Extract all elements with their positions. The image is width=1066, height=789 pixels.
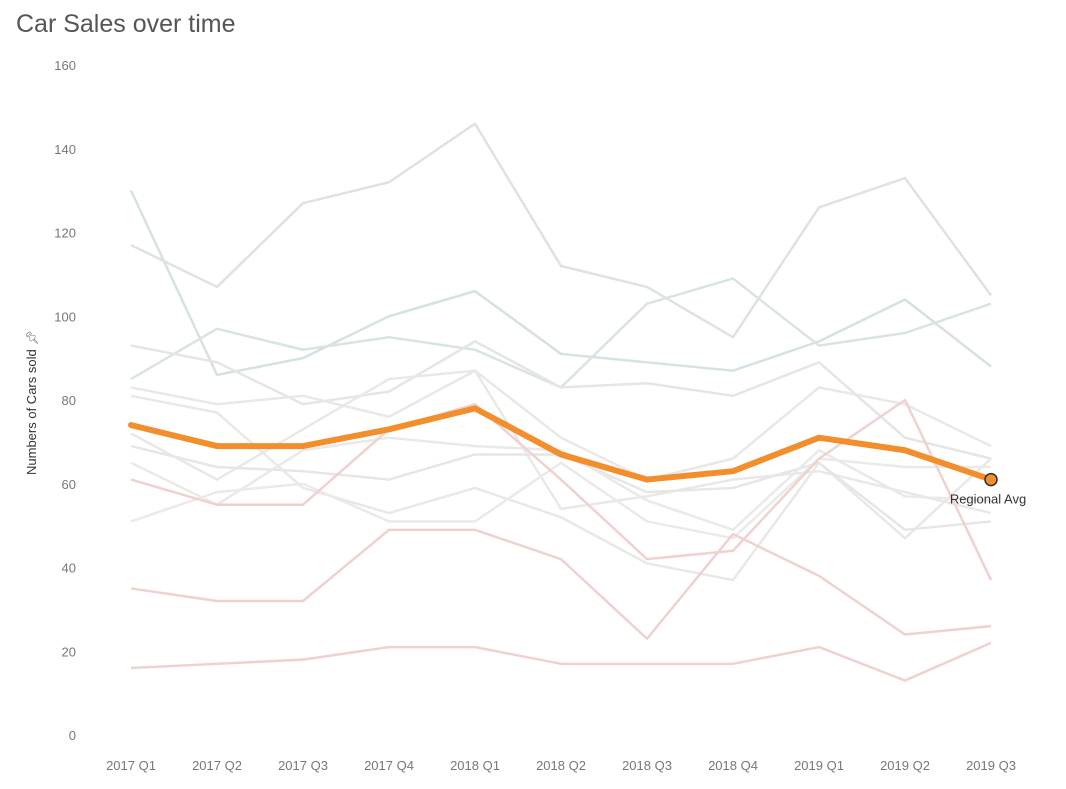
y-tick-label: 80 [62,393,76,408]
series-line[interactable] [130,436,992,532]
x-tick-label: 2018 Q4 [708,758,758,773]
background-series-group [129,122,993,682]
x-tick-label: 2019 Q3 [966,758,1016,773]
x-tick-label: 2019 Q2 [880,758,930,773]
y-tick-label: 140 [54,142,76,157]
series-line[interactable] [130,528,992,640]
annotation-group: Regional Avg [950,492,1026,507]
series-line[interactable] [130,369,992,481]
x-tick-label: 2017 Q1 [106,758,156,773]
x-tick-label: 2017 Q4 [364,758,414,773]
series-line[interactable] [130,457,991,540]
y-tick-label: 20 [62,644,76,659]
series-line[interactable] [130,122,993,339]
y-tick-label: 120 [54,226,76,241]
y-tick-label: 60 [62,477,76,492]
chart-title: Car Sales over time [16,10,236,38]
regional-avg-line[interactable] [128,405,994,483]
x-tick-label: 2019 Q1 [794,758,844,773]
series-line[interactable] [130,394,992,582]
series-line[interactable] [130,641,992,682]
x-tick-label: 2018 Q3 [622,758,672,773]
series-line[interactable] [129,190,992,377]
x-axis-ticks: 2017 Q1 2017 Q2 2017 Q3 2017 Q4 2018 Q1 2018 … [106,758,1016,773]
y-tick-label: 160 [54,58,76,73]
y-axis-ticks: 0 20 40 60 80 100 120 140 160 [54,58,76,743]
x-tick-label: 2018 Q2 [536,758,586,773]
x-tick-label: 2017 Q3 [278,758,328,773]
x-tick-label: 2017 Q2 [192,758,242,773]
x-tick-label: 2018 Q1 [450,758,500,773]
series-line[interactable] [130,340,992,460]
y-tick-label: 40 [62,561,76,576]
y-tick-label: 0 [69,728,76,743]
regional-avg-label: Regional Avg [950,492,1026,507]
series-line[interactable] [130,277,992,389]
regional-avg-end-marker[interactable] [984,472,998,487]
series-line[interactable] [130,398,993,581]
highlight-series-group [128,405,998,487]
y-tick-label: 100 [54,309,76,324]
